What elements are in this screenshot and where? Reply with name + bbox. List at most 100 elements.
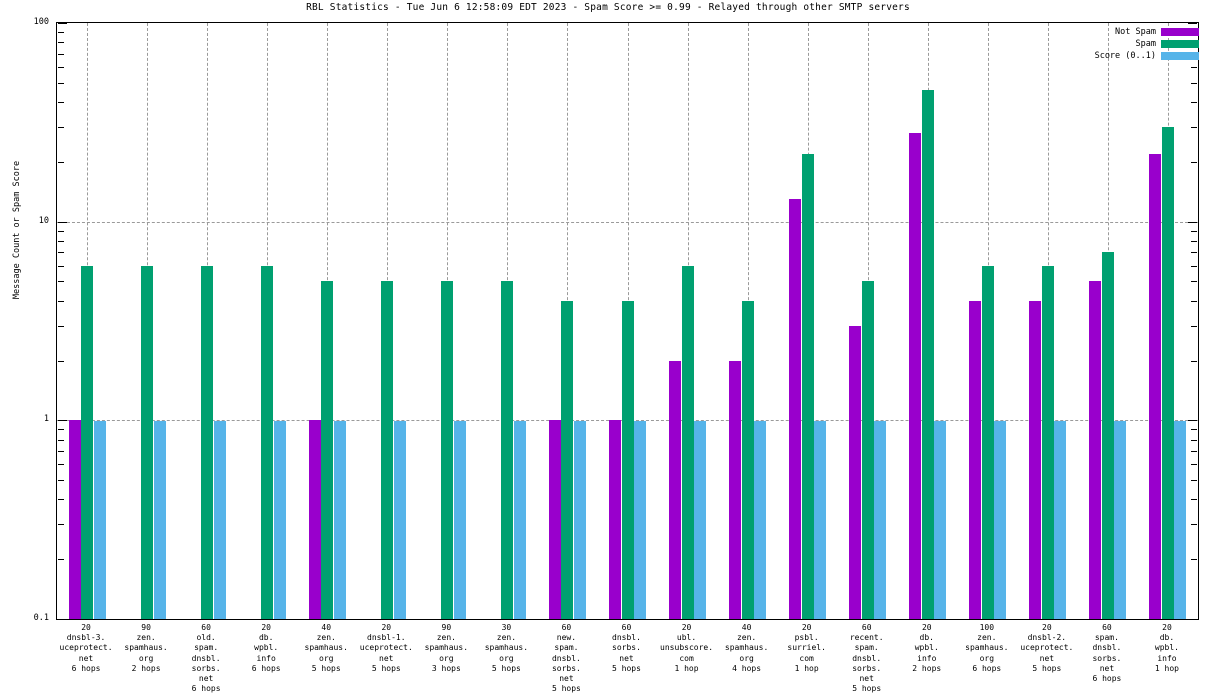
x-axis-tick-label: 100 zen. spamhaus. org 6 hops — [957, 623, 1017, 674]
x-label-line: 20 — [1162, 623, 1172, 632]
y-axis-tick — [58, 240, 64, 242]
bar-score — [694, 421, 707, 619]
y-axis-tick — [58, 300, 64, 302]
bar-spam — [1161, 126, 1174, 619]
y-axis-tick — [1191, 265, 1197, 267]
y-axis-tick — [58, 230, 64, 232]
bar-spam — [981, 265, 994, 619]
x-label-line: 1 hop — [794, 663, 819, 673]
y-axis-tick — [58, 82, 64, 84]
x-axis-tick-label: 60 new. spam. dnsbl. sorbs. net 5 hops — [536, 623, 596, 694]
y-axis-tick — [1191, 161, 1197, 163]
x-label-line: 20 — [801, 623, 812, 632]
y-axis-tick — [58, 23, 67, 24]
x-label-line: uceprotect. — [359, 643, 413, 653]
x-label-line: spamhaus. — [124, 643, 168, 653]
x-label-line: 5 hops — [491, 663, 521, 673]
x-label-line: zen. — [436, 633, 456, 643]
x-label-line: 6 hops — [191, 684, 221, 694]
x-label-line: org — [439, 653, 454, 663]
x-label-line: sorbs. — [612, 643, 641, 653]
y-axis-tick — [1191, 524, 1197, 526]
x-label-line: wpbl. — [914, 643, 939, 653]
x-label-line: dnsbl. — [612, 633, 641, 643]
x-label-line: info — [917, 653, 937, 663]
bar-spam — [381, 281, 394, 619]
legend-swatch — [1161, 27, 1199, 36]
x-label-line: 30 — [501, 623, 512, 632]
y-axis-tick — [1191, 230, 1197, 232]
y-axis-tick — [1191, 281, 1197, 283]
y-axis-tick — [58, 420, 67, 422]
x-label-line: sorbs. — [1092, 653, 1122, 663]
bar-not-spam — [729, 360, 742, 619]
x-axis-tick-label: 60 spam. dnsbl. sorbs. net 6 hops — [1077, 623, 1137, 684]
x-label-line: 1 hop — [674, 663, 699, 673]
x-label-line: 20 — [921, 623, 932, 632]
y-axis-tick — [58, 619, 67, 620]
x-label-line: spam. — [1094, 633, 1119, 643]
x-label-line: unsubscore. — [660, 643, 714, 653]
bar-score — [634, 421, 646, 619]
y-axis-tick — [1191, 429, 1197, 431]
x-label-line: 6 hops — [71, 663, 101, 673]
x-label-line: 20 — [381, 623, 392, 632]
y-axis-tick — [1188, 23, 1197, 24]
x-label-line: 40 — [741, 623, 752, 632]
x-label-line: net — [1039, 653, 1055, 663]
y-axis-tick — [58, 126, 64, 128]
bar-score — [874, 421, 887, 619]
x-label-line: zen. — [736, 633, 757, 643]
bar-not-spam — [969, 300, 982, 619]
x-label-line: 5 hops — [311, 663, 341, 673]
y-axis-tick — [58, 221, 67, 223]
plot-inner — [57, 23, 1198, 619]
x-label-line: 3 hops — [431, 663, 461, 673]
x-axis-tick-label: 90 zen. spamhaus. org 2 hops — [116, 623, 176, 674]
bar-spam — [81, 265, 94, 619]
bar-spam — [1101, 252, 1114, 619]
x-axis-tick-label: 20 dnsbl-2. uceprotect. net 5 hops — [1017, 623, 1077, 674]
bar-not-spam — [1089, 281, 1102, 619]
x-label-line: dnsbl-2. — [1027, 633, 1067, 643]
x-label-line: zen. — [316, 633, 336, 643]
legend-swatch — [1161, 39, 1199, 48]
bar-score — [333, 421, 346, 619]
legend-label: Not Spam — [1115, 26, 1156, 37]
x-label-line: spamhaus. — [304, 643, 348, 653]
x-label-line: sorbs. — [551, 663, 581, 673]
x-label-line: info — [1157, 653, 1177, 663]
bar-score — [393, 421, 406, 619]
x-label-line: sorbs. — [191, 663, 221, 673]
x-label-line: info — [256, 653, 276, 663]
y-axis-tick — [1191, 240, 1197, 242]
y-axis-tick — [1191, 82, 1197, 84]
y-axis-tick — [58, 451, 64, 453]
x-label-line: 6 hops — [251, 663, 281, 673]
x-label-line: dnsbl. — [1092, 643, 1122, 653]
bar-not-spam — [909, 132, 922, 619]
bar-not-spam — [609, 420, 621, 619]
y-axis-tick — [58, 265, 64, 267]
x-axis-tick-label: 20 db. wpbl. info 2 hops — [897, 623, 957, 674]
x-label-line: spamhaus. — [724, 643, 769, 653]
x-label-line: zen. — [496, 633, 517, 643]
x-label-line: com — [679, 653, 694, 663]
bar-score — [153, 421, 166, 619]
x-label-line: 90 — [441, 623, 452, 632]
bar-spam — [441, 281, 454, 619]
bar-spam — [321, 281, 334, 619]
y-axis-tick — [1188, 619, 1197, 620]
x-label-line: 60 — [621, 623, 632, 632]
x-label-line: spam. — [554, 643, 579, 653]
bar-score — [93, 421, 106, 619]
x-label-line: recent. — [849, 633, 884, 643]
x-label-line: 5 hops — [551, 684, 581, 694]
y-axis-tick — [58, 524, 64, 526]
x-label-line: net — [1099, 663, 1115, 673]
x-axis-tick-label: 90 zen. spamhaus. org 3 hops — [416, 623, 476, 674]
y-axis-tick — [1191, 67, 1197, 69]
x-label-line: com — [799, 653, 814, 663]
x-label-line: 20 — [261, 623, 271, 632]
x-label-line: uceprotect. — [59, 643, 113, 653]
